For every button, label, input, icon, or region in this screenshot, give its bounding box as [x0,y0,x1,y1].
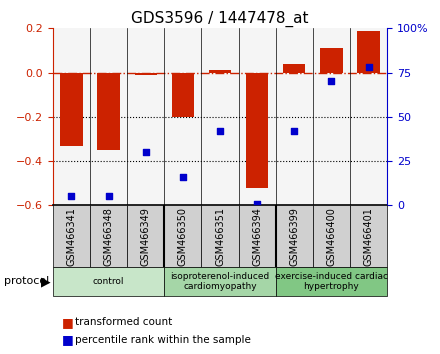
FancyBboxPatch shape [90,205,127,267]
Text: GSM466341: GSM466341 [66,207,77,266]
Text: ■: ■ [62,316,73,329]
FancyBboxPatch shape [53,205,90,267]
Bar [60,73,83,145]
FancyBboxPatch shape [164,205,202,267]
Text: GSM466348: GSM466348 [103,207,114,266]
Bar [172,73,194,117]
Bar [135,73,157,75]
FancyBboxPatch shape [127,205,164,267]
Text: GSM466349: GSM466349 [141,207,150,266]
Title: GDS3596 / 1447478_at: GDS3596 / 1447478_at [131,11,309,27]
Bar [97,73,120,150]
Text: ▶: ▶ [41,275,51,288]
Point [216,128,224,134]
Point [180,174,187,180]
Point [328,79,335,84]
FancyBboxPatch shape [350,205,387,267]
Bar [283,64,305,73]
FancyBboxPatch shape [238,205,276,267]
FancyBboxPatch shape [276,267,387,296]
Point [68,194,75,199]
Text: protocol: protocol [4,276,50,286]
Point [142,149,149,155]
Point [291,128,298,134]
Text: percentile rank within the sample: percentile rank within the sample [75,335,251,345]
FancyBboxPatch shape [202,205,238,267]
FancyBboxPatch shape [53,267,164,296]
Text: GSM466400: GSM466400 [326,207,337,266]
Text: exercise-induced cardiac
hypertrophy: exercise-induced cardiac hypertrophy [275,272,388,291]
Text: GSM466399: GSM466399 [290,207,299,266]
FancyBboxPatch shape [313,205,350,267]
Point [253,201,260,206]
Bar [209,70,231,73]
Text: GSM466351: GSM466351 [215,207,225,266]
Point [365,64,372,70]
Text: GSM466394: GSM466394 [252,207,262,266]
Text: control: control [93,277,124,286]
Text: ■: ■ [62,333,73,346]
FancyBboxPatch shape [164,267,276,296]
Text: transformed count: transformed count [75,317,172,327]
Point [105,194,112,199]
Bar [320,48,343,73]
Bar [357,30,380,73]
Text: GSM466401: GSM466401 [363,207,374,266]
Text: GSM466350: GSM466350 [178,207,188,266]
FancyBboxPatch shape [276,205,313,267]
Bar [246,73,268,188]
Text: isoproterenol-induced
cardiomyopathy: isoproterenol-induced cardiomyopathy [170,272,270,291]
